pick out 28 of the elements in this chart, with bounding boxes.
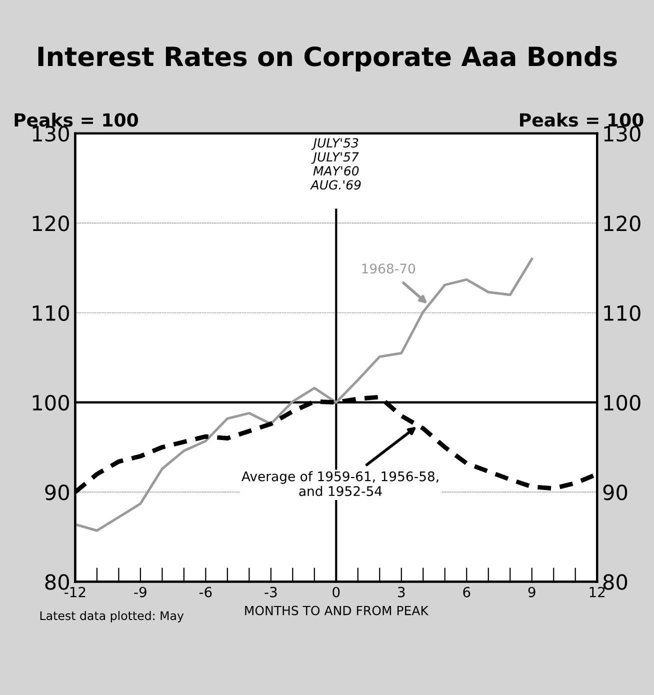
chart-title: Interest Rates on Corporate Aaa Bonds [38, 46, 617, 72]
x-axis-title: MONTHS TO AND FROM PEAK [245, 606, 429, 616]
y-tick-label: 100 [32, 394, 69, 411]
x-tick-label: 9 [528, 586, 536, 598]
ref-line-label: JULY'53 JULY'57 MAY'60 AUG.'69 [310, 138, 361, 190]
y2-tick-label: 100 [604, 394, 640, 411]
y2-tick-label: 90 [603, 484, 628, 500]
annotation: Average of 1959-61, 1956-58, and 1952-54 [242, 471, 438, 496]
y2-tick-label: 110 [604, 305, 640, 321]
y2-tick-label: 120 [604, 216, 640, 232]
y-tick-label: 110 [32, 305, 69, 321]
x-tick-label: 6 [463, 586, 470, 598]
x-tick-label: -6 [199, 586, 212, 598]
x-tick-label: -3 [264, 586, 277, 598]
x-tick-label: 3 [398, 586, 405, 598]
line-series [75, 258, 534, 532]
y2-axis-title: Peaks = 100 [520, 112, 644, 127]
y-tick-label: 130 [32, 126, 69, 142]
text: Latest data plotted: May [40, 610, 184, 622]
annotation: 1968-70 [362, 264, 416, 274]
x-tick-label: -9 [134, 586, 146, 598]
y2-tick-label: 130 [604, 126, 640, 142]
y-tick-label: 90 [45, 484, 69, 500]
y-tick-label: 120 [32, 216, 69, 232]
y2-tick-label: 80 [603, 574, 628, 590]
x-tick-label: 0 [332, 586, 340, 598]
y-axis-title: Peaks = 100 [14, 112, 138, 127]
x-tick-label: 12 [590, 586, 605, 598]
